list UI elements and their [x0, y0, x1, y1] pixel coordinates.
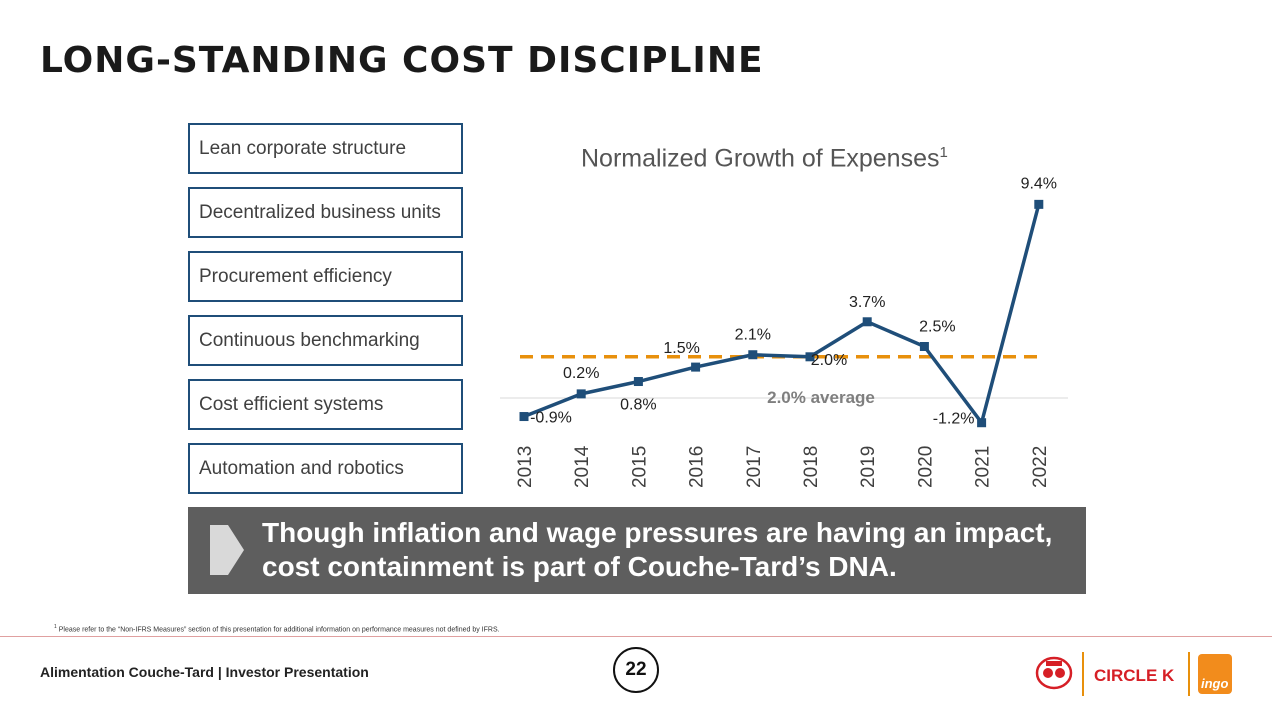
data-point	[919, 342, 929, 351]
expense-growth-chart: 2.0% average -0.9% 0.2% 0.8% 1.5% 2.1% 2.0% 3.7…	[500, 175, 1068, 488]
circle-k-logo: CIRCLE K	[1094, 666, 1175, 685]
data-label: -0.9%	[530, 410, 572, 427]
page-number: 22	[613, 647, 659, 693]
logo-divider	[1188, 652, 1190, 696]
data-label: 2.5%	[919, 319, 955, 336]
x-tick-label: 2018	[801, 446, 822, 488]
x-tick-label: 2016	[687, 446, 708, 488]
x-tick-label: 2021	[973, 446, 994, 488]
footer-company-label: Alimentation Couche-Tard | Investor Pres…	[40, 664, 369, 680]
slide-title: LONG-STANDING COST DISCIPLINE	[40, 40, 764, 81]
data-point	[691, 362, 701, 372]
data-label: 2.0%	[811, 352, 847, 369]
key-message-banner: Though inflation and wage pressures are …	[188, 507, 1086, 594]
data-point	[633, 377, 643, 387]
ingo-logo-icon: ingo	[1198, 654, 1232, 694]
data-point	[977, 418, 987, 428]
chart-title-text: Normalized Growth of Expenses	[581, 144, 940, 173]
x-tick-label: 2022	[1030, 446, 1051, 488]
banner-line: cost containment is part of Couche-Tard’…	[262, 551, 897, 582]
footnote: 1 Please refer to the “Non-IFRS Measures…	[54, 624, 500, 633]
chart-title: Normalized Growth of Expenses1	[581, 144, 948, 173]
series-line	[523, 203, 1041, 425]
average-label: 2.0% average	[767, 388, 875, 407]
x-tick-label: 2014	[572, 445, 593, 488]
brand-logos: CIRCLE K ingo	[1035, 652, 1232, 696]
x-tick-label: 2019	[858, 446, 879, 488]
data-point	[519, 412, 529, 422]
data-point	[1034, 199, 1044, 209]
data-label: 1.5%	[663, 340, 699, 357]
pillar-box: Decentralized business units	[188, 187, 463, 238]
footnote-text: Please refer to the “Non-IFRS Measures” …	[58, 626, 500, 634]
x-tick-label: 2013	[515, 446, 536, 488]
data-label: 2.1%	[735, 327, 771, 344]
data-point	[748, 350, 758, 360]
data-label: 0.8%	[620, 397, 656, 414]
data-point	[576, 389, 586, 399]
ingo-logo-text: ingo	[1201, 676, 1228, 691]
data-label: 9.4%	[1021, 175, 1057, 192]
x-tick-label: 2017	[744, 446, 765, 488]
banner-line: Though inflation and wage pressures are …	[262, 517, 1053, 548]
footnote-marker: 1	[54, 624, 57, 630]
pillar-box: Procurement efficiency	[188, 251, 463, 302]
chevron-right-icon	[210, 525, 244, 575]
data-label: 0.2%	[563, 365, 599, 382]
banner-text: Though inflation and wage pressures are …	[262, 516, 1072, 584]
couche-tard-logo-icon	[1035, 656, 1073, 690]
x-tick-label: 2015	[629, 446, 650, 488]
pillar-box: Cost efficient systems	[188, 379, 463, 430]
chart-title-footnote-mark: 1	[939, 144, 948, 161]
data-label: 3.7%	[849, 294, 885, 311]
pillar-box: Lean corporate structure	[188, 123, 463, 174]
x-tick-label: 2020	[915, 446, 936, 488]
pillar-box: Automation and robotics	[188, 443, 463, 494]
logo-divider	[1082, 652, 1084, 696]
data-point	[805, 352, 815, 362]
data-point	[862, 317, 872, 327]
pillar-box: Continuous benchmarking	[188, 315, 463, 366]
data-label: -1.2%	[933, 411, 975, 428]
footer-divider	[0, 636, 1272, 637]
